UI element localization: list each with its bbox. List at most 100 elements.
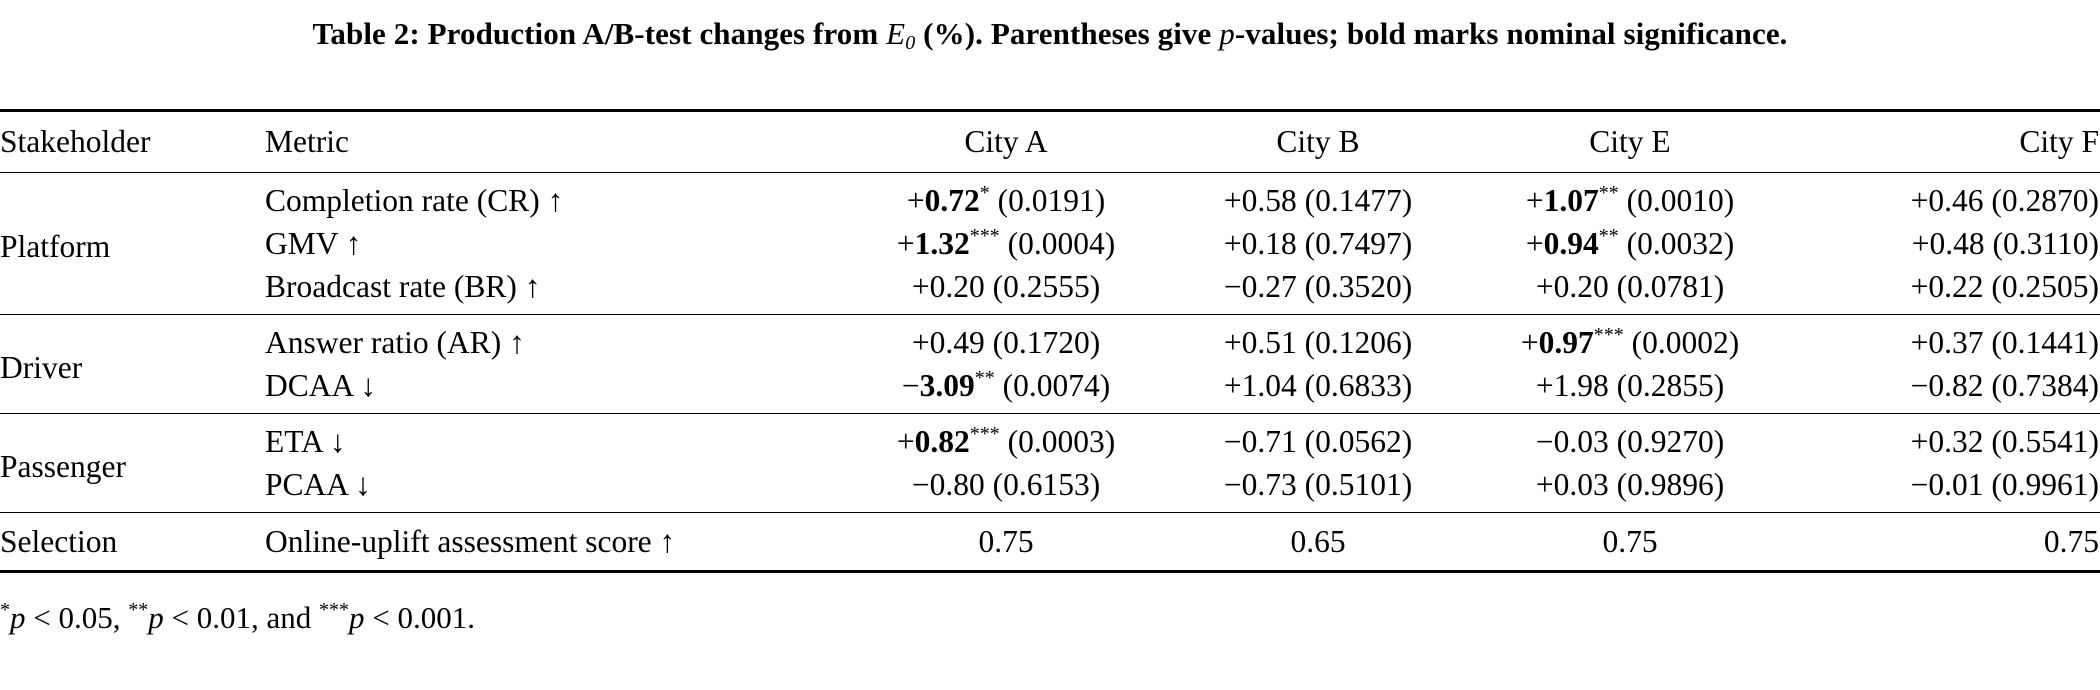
footnote-p-symbol: p <box>148 600 164 635</box>
significance-stars: ** <box>974 367 995 389</box>
significant-value: 1.32 <box>914 226 970 261</box>
p-value: (0.0002) <box>1623 325 1740 360</box>
metric-cell: Answer ratio (AR) ↑ <box>265 325 525 360</box>
value-cell: −0.27 (0.3520) <box>1223 269 1413 304</box>
footnote-p-symbol: p <box>348 600 365 635</box>
value-cell: +0.20 (0.0781) <box>1535 269 1725 304</box>
header-city-e: City E <box>1589 124 1671 159</box>
header-stakeholder: Stakeholder <box>0 124 151 159</box>
value-cell: +0.72* (0.0191) <box>850 173 1162 223</box>
p-value: (0.0010) <box>1618 183 1735 218</box>
value-cell: +0.48 (0.3110) <box>1911 226 2099 261</box>
score-cell: 0.75 <box>2043 524 2099 559</box>
value-cell: +0.20 (0.2555) <box>911 269 1101 304</box>
value-cell: −0.03 (0.9270) <box>1535 424 1725 459</box>
score-cell: 0.75 <box>1602 524 1658 559</box>
table-row: PCAA ↓ −0.80 (0.6153) −0.73 (0.5101) +0.… <box>0 463 2100 513</box>
p-value: (0.0004) <box>999 226 1116 261</box>
stakeholder-passenger: Passenger <box>0 448 126 484</box>
table-row: DCAA ↓ −3.09** (0.0074) +1.04 (0.6833) +… <box>0 364 2100 414</box>
value-cell: +1.07** (0.0010) <box>1474 173 1786 223</box>
caption-p-symbol: p <box>1219 16 1235 51</box>
group-selection: Selection Online-uplift assessment score… <box>0 513 2100 572</box>
results-table: Stakeholder Metric City A City B City E … <box>0 109 2100 573</box>
significant-value: 0.97 <box>1538 325 1594 360</box>
significance-stars: ** <box>1598 182 1619 204</box>
group-driver: Driver Answer ratio (AR) ↑ +0.49 (0.1720… <box>0 315 2100 414</box>
footnote-threshold: < 0.01, and <box>163 600 319 635</box>
significance-stars: *** <box>969 225 1000 247</box>
header-metric: Metric <box>265 124 349 159</box>
value-sign: + <box>1525 226 1544 261</box>
score-cell: 0.65 <box>1290 524 1346 559</box>
value-cell: +0.37 (0.1441) <box>1910 325 2099 360</box>
table-row: Broadcast rate (BR) ↑ +0.20 (0.2555) −0.… <box>0 265 2100 315</box>
header-city-f: City F <box>2019 124 2099 159</box>
significance-stars: * <box>979 182 990 204</box>
p-value: (0.0074) <box>994 368 1111 403</box>
value-cell: +0.58 (0.1477) <box>1223 183 1413 218</box>
footnote-stars: ** <box>128 599 149 621</box>
footnote-stars: *** <box>318 599 349 621</box>
value-cell: −0.71 (0.0562) <box>1223 424 1413 459</box>
significance-stars: *** <box>969 423 1000 445</box>
header-row: Stakeholder Metric City A City B City E … <box>0 110 2100 173</box>
significance-stars: *** <box>1593 324 1624 346</box>
footnote-stars: * <box>0 599 10 621</box>
stakeholder-driver: Driver <box>0 349 83 385</box>
p-value: (0.0032) <box>1618 226 1735 261</box>
metric-cell: Completion rate (CR) ↑ <box>265 183 564 218</box>
value-cell: +1.98 (0.2855) <box>1535 368 1725 403</box>
value-sign: + <box>906 183 925 218</box>
footnote-threshold: < 0.001. <box>364 600 475 635</box>
metric-cell: GMV ↑ <box>265 226 362 261</box>
metric-cell: Online-uplift assessment score ↑ <box>265 524 676 559</box>
table-header: Stakeholder Metric City A City B City E … <box>0 110 2100 173</box>
footnote-threshold: < 0.05, <box>25 600 129 635</box>
value-sign: + <box>896 424 915 459</box>
metric-cell: ETA ↓ <box>265 424 346 459</box>
value-cell: −0.73 (0.5101) <box>1223 467 1413 502</box>
value-cell: +1.04 (0.6833) <box>1223 368 1413 403</box>
value-sign: − <box>901 368 920 403</box>
value-cell: +1.32*** (0.0004) <box>850 222 1162 265</box>
significance-stars: ** <box>1598 225 1619 247</box>
caption-baseline-symbol: E0 <box>886 16 916 54</box>
p-value: (0.0003) <box>999 424 1116 459</box>
table-caption: Table 2: Production A/B-test changes fro… <box>0 14 2100 54</box>
table-row: Selection Online-uplift assessment score… <box>0 513 2100 572</box>
table-footnote: *p < 0.05, **p < 0.01, and ***p < 0.001. <box>0 598 475 638</box>
value-sign: + <box>1520 325 1539 360</box>
value-cell: −0.01 (0.9961) <box>1910 467 2099 502</box>
header-city-a: City A <box>964 124 1048 159</box>
significant-value: 0.72 <box>924 183 980 218</box>
baseline-subscript: 0 <box>905 32 916 54</box>
significant-value: 3.09 <box>919 368 975 403</box>
caption-suffix: -values; bold marks nominal significance… <box>1234 16 1788 51</box>
value-cell: +0.32 (0.5541) <box>1910 424 2099 459</box>
value-cell: −0.82 (0.7384) <box>1910 368 2099 403</box>
value-cell: +0.03 (0.9896) <box>1535 467 1725 502</box>
stakeholder-platform: Platform <box>0 229 111 264</box>
value-sign: + <box>1525 183 1544 218</box>
value-cell: −3.09** (0.0074) <box>850 364 1162 414</box>
value-cell: +0.18 (0.7497) <box>1223 226 1413 261</box>
p-value: (0.0191) <box>989 183 1106 218</box>
metric-cell: PCAA ↓ <box>265 467 371 502</box>
value-cell: +0.49 (0.1720) <box>911 325 1101 360</box>
value-cell: +0.94** (0.0032) <box>1474 222 1786 265</box>
table-row: Passenger ETA ↓ +0.82*** (0.0003) −0.71 … <box>0 414 2100 484</box>
table-row: Platform Completion rate (CR) ↑ +0.72* (… <box>0 173 2100 264</box>
table-row: GMV ↑ +1.32*** (0.0004) +0.18 (0.7497) +… <box>0 222 2100 265</box>
significant-value: 0.82 <box>914 424 970 459</box>
value-cell: +0.51 (0.1206) <box>1223 325 1413 360</box>
group-passenger: Passenger ETA ↓ +0.82*** (0.0003) −0.71 … <box>0 414 2100 513</box>
caption-prefix: Table 2: Production A/B-test changes fro… <box>312 16 887 51</box>
value-cell: +0.46 (0.2870) <box>1910 183 2099 218</box>
significant-value: 0.94 <box>1543 226 1599 261</box>
baseline-symbol: E <box>886 16 906 51</box>
group-platform: Platform Completion rate (CR) ↑ +0.72* (… <box>0 173 2100 315</box>
header-city-b: City B <box>1276 124 1360 159</box>
value-cell: +0.82*** (0.0003) <box>850 414 1162 464</box>
score-cell: 0.75 <box>978 524 1034 559</box>
